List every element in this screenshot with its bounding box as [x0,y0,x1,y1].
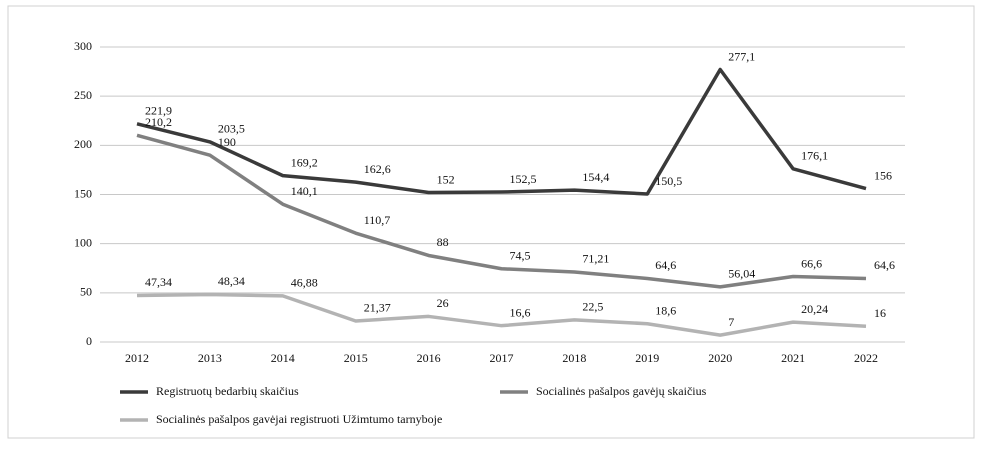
data-label: 22,5 [582,300,603,314]
x-tick-label: 2012 [125,351,149,365]
data-label: 110,7 [364,213,391,227]
x-tick-label: 2020 [708,351,732,365]
data-label: 7 [728,315,734,329]
data-label: 46,88 [291,276,318,290]
data-label: 203,5 [218,122,245,136]
y-tick-label: 200 [74,137,92,151]
data-label: 210,2 [145,115,172,129]
legend-label: Socialinės pašalpos gavėjų skaičius [536,384,707,398]
y-tick-label: 100 [74,235,92,249]
x-tick-label: 2022 [854,351,878,365]
x-tick-label: 2018 [562,351,586,365]
data-label: 16,6 [510,305,531,319]
data-label: 48,34 [218,274,245,288]
x-tick-label: 2019 [635,351,659,365]
data-label: 21,37 [364,301,391,315]
data-label: 277,1 [728,49,755,63]
data-label: 16 [874,306,886,320]
data-label: 64,6 [874,258,895,272]
data-label: 154,4 [582,170,609,184]
data-label: 221,9 [145,104,172,118]
x-tick-label: 2021 [781,351,805,365]
x-tick-label: 2013 [198,351,222,365]
data-label: 47,34 [145,275,172,289]
legend-label: Socialinės pašalpos gavėjai registruoti … [156,412,442,426]
legend-label: Registruotų bedarbių skaičius [156,384,299,398]
frame [7,5,975,439]
data-label: 56,04 [728,267,755,281]
x-tick-label: 2016 [417,351,441,365]
series-line [136,133,867,289]
y-tick-label: 150 [74,186,92,200]
data-label: 152,5 [510,172,537,186]
data-label: 190 [218,135,236,149]
x-tick-label: 2014 [271,351,295,365]
data-label: 26 [437,296,449,310]
data-label: 176,1 [801,149,828,163]
data-label: 152 [437,172,455,186]
data-label: 88 [437,235,449,249]
y-tick-label: 0 [86,334,92,348]
data-label: 66,6 [801,256,822,270]
series-line [136,292,867,337]
x-tick-label: 2015 [344,351,368,365]
data-label: 71,21 [582,252,609,266]
series-line [136,67,867,196]
data-label: 64,6 [655,258,676,272]
y-tick-label: 50 [80,285,92,299]
data-label: 140,1 [291,184,318,198]
data-label: 150,5 [655,174,682,188]
data-label: 169,2 [291,155,318,169]
x-tick-label: 2017 [490,351,514,365]
y-tick-label: 250 [74,88,92,102]
data-label: 156 [874,168,892,182]
y-tick-label: 300 [74,39,92,53]
data-label: 20,24 [801,302,828,316]
data-label: 74,5 [510,248,531,262]
data-label: 162,6 [364,162,391,176]
data-label: 18,6 [655,303,676,317]
